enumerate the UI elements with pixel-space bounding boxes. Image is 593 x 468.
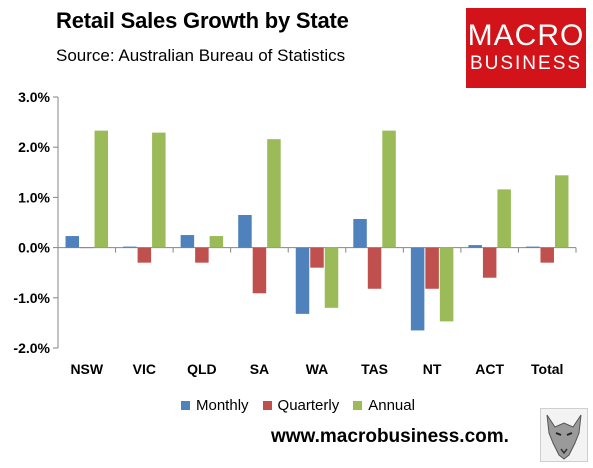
x-tick-label-total: Total	[531, 361, 563, 377]
macrobusiness-logo: MACRO BUSINESS	[466, 8, 586, 88]
bar-annual-nsw	[94, 130, 109, 248]
x-tick-label-qld: QLD	[187, 361, 217, 377]
bar-monthly-act	[468, 245, 482, 248]
x-tick-label-nsw: NSW	[70, 361, 103, 377]
legend-item-annual: Annual	[353, 397, 415, 414]
legend-item-quarterly: Quarterly	[262, 397, 340, 414]
bar-annual-wa	[324, 247, 339, 308]
bar-monthly-wa	[295, 247, 310, 314]
y-tick-label: 2.0%	[18, 139, 50, 155]
wolf-logo-icon	[540, 408, 588, 462]
bar-monthly-tas	[353, 218, 367, 248]
bar-annual-sa	[267, 139, 281, 248]
bar-monthly-sa	[238, 214, 252, 248]
bar-quarterly-sa	[252, 247, 267, 294]
bar-monthly-nt	[410, 247, 425, 331]
x-tick-label-sa: SA	[250, 361, 269, 377]
bar-quarterly-vic	[137, 247, 152, 263]
bar-annual-vic	[152, 132, 166, 248]
bar-quarterly-qld	[195, 247, 209, 263]
x-tick-label-act: ACT	[475, 361, 504, 377]
chart-title: Retail Sales Growth by State	[56, 8, 349, 33]
bar-monthly-nsw	[65, 236, 80, 248]
chart-legend: Monthly Quarterly Annual	[181, 397, 429, 414]
bar-quarterly-nsw	[80, 247, 94, 249]
y-tick-label: 1.0%	[18, 189, 50, 205]
bar-quarterly-wa	[310, 247, 324, 268]
bar-quarterly-nt	[425, 247, 439, 289]
logo-line-2: BUSINESS	[469, 53, 583, 74]
bar-chart: -2.0% -1.0% 0.0% 1.0% 2.0% 3.0% NSW VIC QLD SA WA T…	[13, 89, 577, 377]
bar-monthly-total	[525, 246, 540, 248]
legend-swatch-monthly	[181, 401, 190, 410]
y-tick-label: 3.0%	[18, 89, 50, 105]
bar-quarterly-tas	[367, 247, 382, 289]
legend-item-monthly: Monthly	[181, 397, 249, 414]
x-tick-label-vic: VIC	[133, 361, 156, 377]
legend-swatch-quarterly	[262, 401, 272, 410]
bar-annual-act	[497, 189, 511, 248]
bar-quarterly-total	[540, 247, 554, 263]
bar-annual-total	[554, 175, 569, 248]
bar-quarterly-act	[482, 247, 497, 278]
y-tick-label: 0.0%	[18, 240, 50, 256]
bar-monthly-vic	[123, 246, 137, 248]
website-url: www.macrobusiness.com.	[271, 426, 509, 447]
bar-annual-tas	[382, 130, 396, 248]
bar-annual-qld	[209, 236, 224, 248]
legend-label-quarterly: Quarterly	[277, 397, 340, 414]
bar-annual-nt	[439, 247, 454, 322]
x-tick-label-tas: TAS	[361, 361, 388, 377]
x-tick-label-nt: NT	[423, 361, 442, 377]
y-tick-label: -1.0%	[13, 290, 50, 306]
x-tick-label-wa: WA	[306, 361, 329, 377]
bar-monthly-qld	[180, 235, 195, 248]
legend-label-annual: Annual	[368, 397, 415, 414]
y-tick-label: -2.0%	[13, 340, 50, 356]
logo-line-1: MACRO	[467, 19, 585, 52]
legend-swatch-annual	[353, 401, 363, 410]
legend-label-monthly: Monthly	[196, 397, 249, 414]
chart-subtitle: Source: Australian Bureau of Statistics	[56, 46, 346, 65]
